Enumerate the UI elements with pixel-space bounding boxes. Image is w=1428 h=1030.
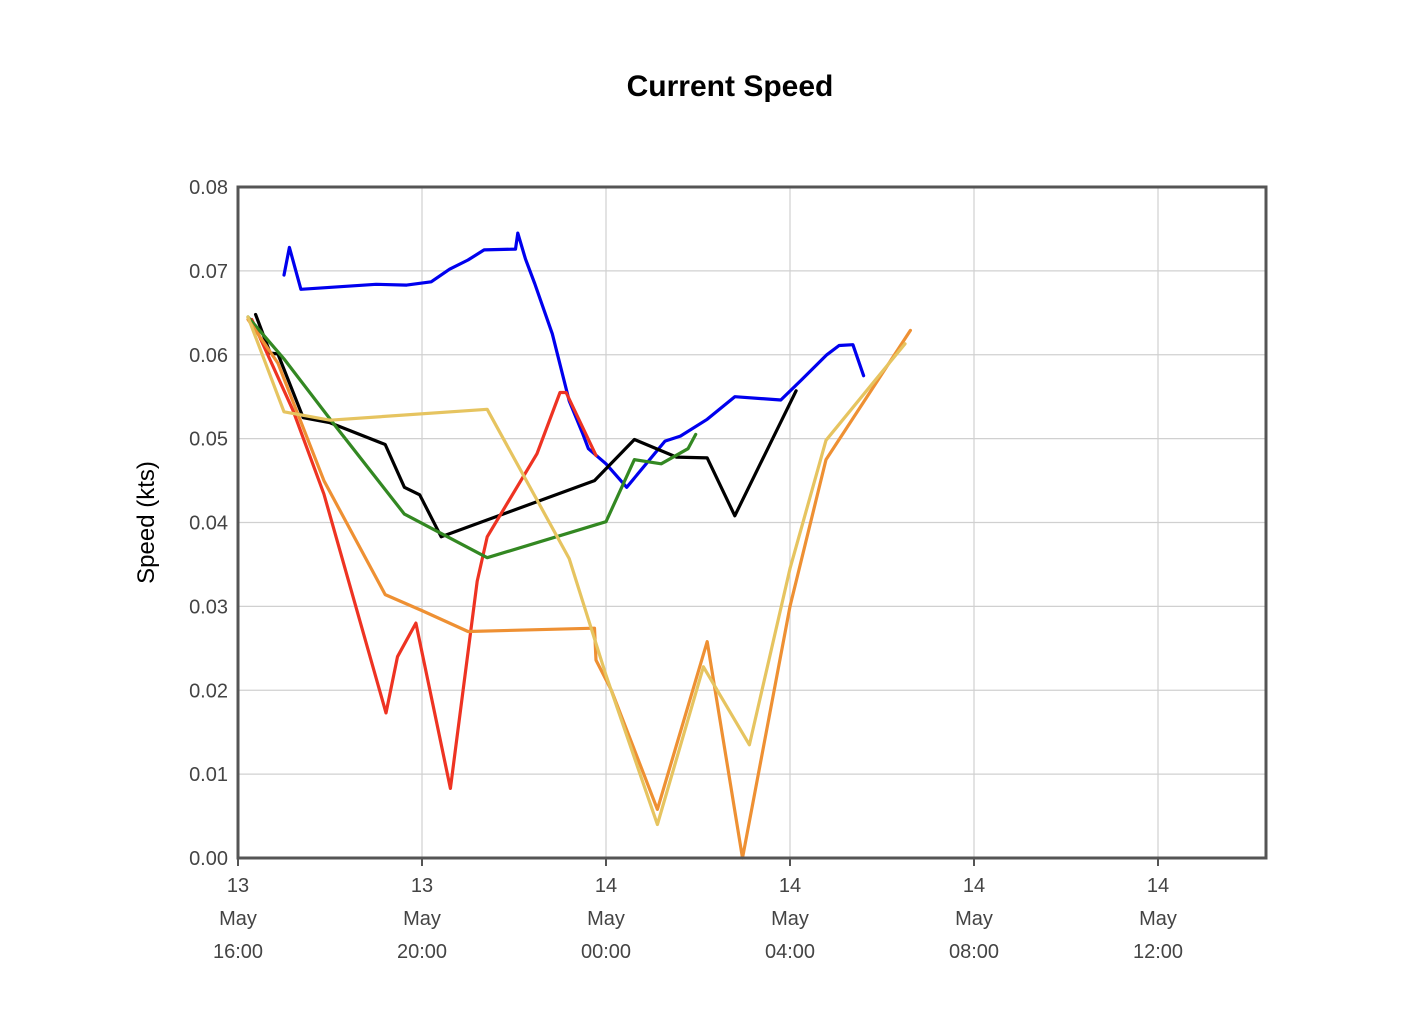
x-tick-label: 14 [595, 875, 617, 897]
y-tick-label: 0.02 [189, 680, 228, 702]
x-tick-label: 16:00 [213, 941, 263, 963]
series-line-5 [246, 317, 913, 860]
y-tick-label: 0.08 [189, 177, 228, 199]
series-line-4 [246, 315, 698, 560]
x-tick-label: May [1139, 908, 1177, 930]
x-tick-label: May [587, 908, 625, 930]
x-tick-label: 14 [1147, 875, 1169, 897]
grid-lines [237, 186, 1266, 859]
y-axis-ticks: 0.00 0.01 0.02 0.03 0.04 0.05 0.06 0.07 0.08 [189, 177, 228, 870]
x-axis-ticks: 13 May 16:00 13 May 20:00 14 May 00:00 14 May 04:00… [213, 858, 1183, 963]
y-axis-title: Speed (kts) [133, 461, 160, 584]
x-tick-label: 00:00 [581, 941, 631, 963]
x-tick-label: 13 [227, 875, 249, 897]
series-line-2 [254, 312, 798, 539]
y-tick-label: 0.01 [189, 764, 228, 786]
y-tick-label: 0.00 [189, 848, 228, 870]
x-tick-label: May [955, 908, 993, 930]
series-line-6 [246, 315, 907, 827]
series-lines [246, 231, 913, 860]
chart-title: Current Speed [626, 70, 834, 103]
x-tick-label: May [771, 908, 809, 930]
x-tick-label: 12:00 [1133, 941, 1183, 963]
series-line-3 [250, 317, 598, 791]
x-tick-label: 13 [411, 875, 433, 897]
x-tick-label: 04:00 [765, 941, 815, 963]
y-tick-label: 0.06 [189, 345, 228, 367]
x-tick-label: May [403, 908, 441, 930]
x-tick-label: May [219, 908, 257, 930]
x-tick-label: 08:00 [949, 941, 999, 963]
x-tick-label: 14 [963, 875, 985, 897]
x-tick-label: 14 [779, 875, 801, 897]
y-tick-label: 0.04 [189, 513, 228, 535]
y-tick-label: 0.07 [189, 261, 228, 283]
y-tick-label: 0.03 [189, 596, 228, 618]
plot-frame [236, 185, 1268, 860]
y-tick-label: 0.05 [189, 429, 228, 451]
x-tick-label: 20:00 [397, 941, 447, 963]
